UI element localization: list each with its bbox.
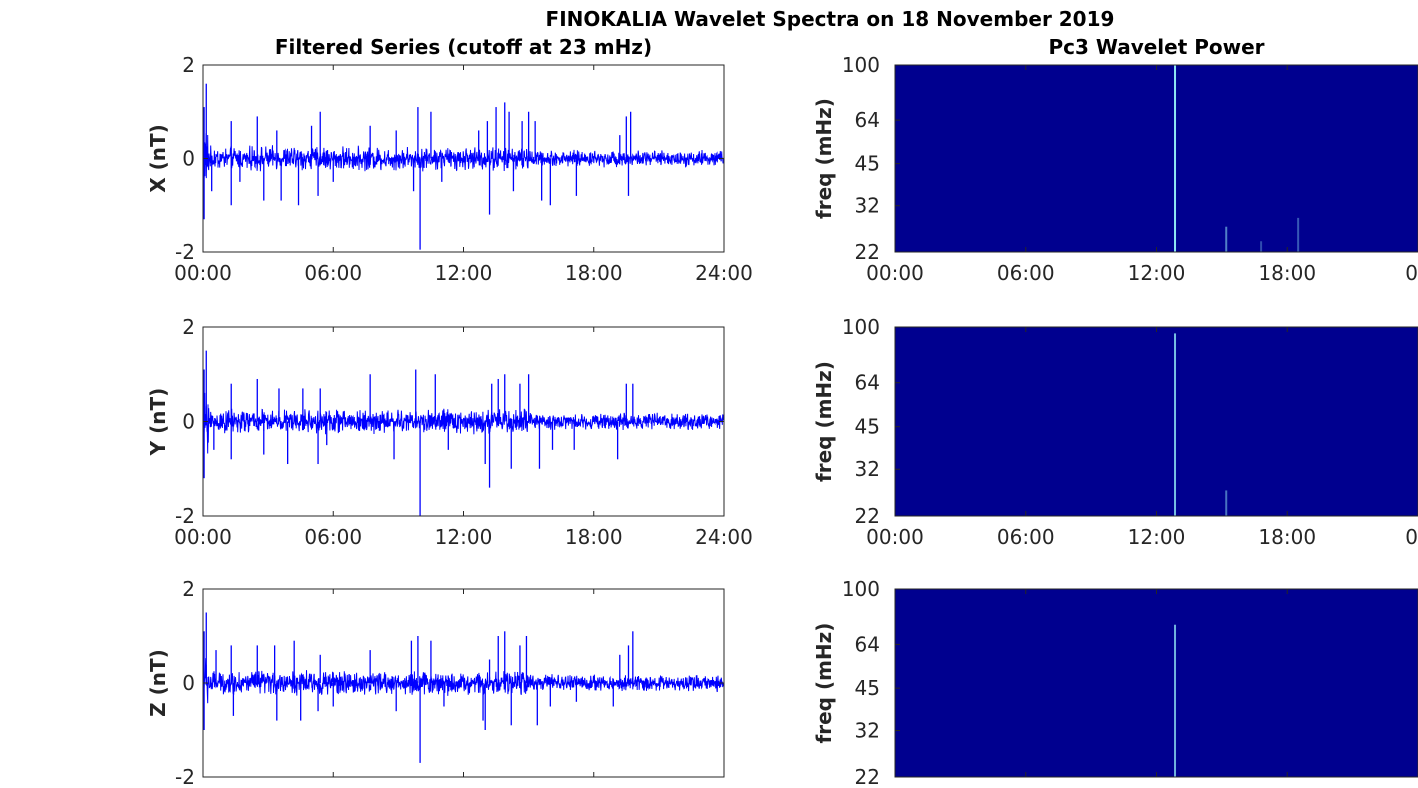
- y-tick-label: 2: [182, 577, 195, 601]
- x-tick-label: 12:00: [1128, 261, 1186, 285]
- y-tick-label: 22: [855, 240, 880, 264]
- power-feature: [1174, 65, 1177, 252]
- x-tick-label: 12:00: [435, 261, 493, 285]
- power-feature: [1225, 490, 1228, 516]
- x-tick-label: 18:00: [565, 525, 623, 549]
- x-tick-label: 00:00: [866, 525, 924, 549]
- plot-area: [203, 612, 724, 763]
- y-tick-label: 22: [855, 504, 880, 528]
- figure-suptitle: FINOKALIA Wavelet Spectra on 18 November…: [546, 7, 1115, 31]
- plot-area: [895, 327, 1418, 516]
- y-axis-label: Y (nT): [146, 388, 170, 457]
- y-tick-label: 45: [855, 152, 880, 176]
- y-tick-label: 22: [855, 765, 880, 788]
- panel-5: 22 32 45 64 100 00:00 06:00 12:00 18:00 00 freq (m…: [812, 315, 1418, 549]
- x-tick-label: 00:00: [866, 261, 924, 285]
- x-tick-label: 18:00: [1258, 525, 1316, 549]
- x-tick-label: 06:00: [997, 261, 1055, 285]
- y-tick-label: -2: [175, 504, 195, 528]
- spectrogram-background: [895, 589, 1418, 777]
- power-feature: [1225, 226, 1228, 252]
- y-tick-label: 100: [842, 315, 880, 339]
- panel-title: Filtered Series (cutoff at 23 mHz): [275, 35, 652, 59]
- series-trace: [203, 392, 724, 454]
- x-tick-label: 12:00: [435, 525, 493, 549]
- x-tick-label: 06:00: [997, 525, 1055, 549]
- y-tick-label: 64: [855, 108, 880, 132]
- y-tick-label: 45: [855, 415, 880, 439]
- panel-2: -2 0 2 00:00 06:00 12:00 18:00 24:00 Y (nT): [146, 315, 753, 549]
- y-tick-label: 2: [182, 53, 195, 77]
- panel-1: -2 0 2 00:00 06:00 12:00 18:00 24:00 X (nT) Filte…: [146, 35, 753, 285]
- plot-area: [203, 83, 724, 250]
- y-tick-label: 0: [182, 147, 195, 171]
- y-tick-label: 0: [182, 410, 195, 434]
- y-tick-label: -2: [175, 240, 195, 264]
- y-axis-label: freq (mHz): [812, 98, 836, 219]
- y-tick-label: 100: [842, 577, 880, 601]
- y-tick-label: 45: [855, 676, 880, 700]
- y-tick-label: 32: [855, 457, 880, 481]
- panel-title: Pc3 Wavelet Power: [1048, 35, 1264, 59]
- power-feature: [1297, 217, 1300, 252]
- y-axis-label: freq (mHz): [812, 623, 836, 744]
- x-tick-label: 00:00: [174, 525, 232, 549]
- x-tick-label: 00: [1405, 261, 1418, 285]
- panel-3: -2 0 2 Z (nT): [146, 577, 725, 788]
- x-tick-label: 18:00: [565, 261, 623, 285]
- power-feature: [1174, 333, 1177, 516]
- x-tick-label: 00:00: [174, 261, 232, 285]
- series-trace: [203, 133, 724, 179]
- spectrogram-background: [895, 65, 1418, 252]
- spectrogram-background: [895, 327, 1418, 516]
- plot-area: [895, 589, 1418, 777]
- x-tick-label: 06:00: [304, 261, 362, 285]
- panels-group: -2 0 2 00:00 06:00 12:00 18:00 24:00 X (nT) Filte…: [146, 35, 1418, 788]
- x-tick-label: 12:00: [1128, 525, 1186, 549]
- y-tick-label: 2: [182, 315, 195, 339]
- x-tick-label: 00: [1405, 525, 1418, 549]
- x-tick-label: 06:00: [304, 525, 362, 549]
- y-tick-label: 100: [842, 53, 880, 77]
- y-tick-label: -2: [175, 765, 195, 788]
- y-tick-label: 32: [855, 718, 880, 742]
- y-tick-label: 64: [855, 371, 880, 395]
- y-tick-label: 32: [855, 194, 880, 218]
- y-tick-label: 0: [182, 671, 195, 695]
- power-feature: [1260, 241, 1263, 252]
- x-tick-label: 24:00: [695, 261, 753, 285]
- y-tick-label: 64: [855, 632, 880, 656]
- y-axis-label: freq (mHz): [812, 361, 836, 482]
- y-axis-label: Z (nT): [146, 649, 170, 717]
- y-axis-label: X (nT): [146, 124, 170, 193]
- plot-area: [895, 65, 1418, 252]
- plot-area: [203, 350, 724, 516]
- series-trace: [203, 658, 724, 704]
- x-tick-label: 18:00: [1258, 261, 1316, 285]
- power-feature: [1174, 624, 1177, 777]
- panel-4: 22 32 45 64 100 00:00 06:00 12:00 18:00 00 freq (m…: [812, 35, 1418, 285]
- x-tick-label: 24:00: [695, 525, 753, 549]
